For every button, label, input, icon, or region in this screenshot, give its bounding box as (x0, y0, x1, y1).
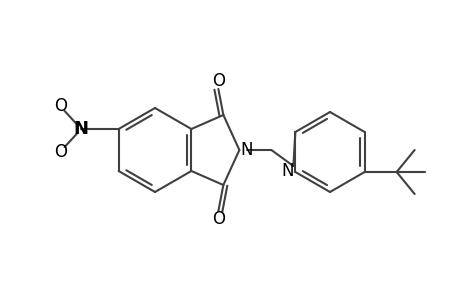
Text: N: N (240, 141, 252, 159)
Text: O: O (54, 143, 67, 161)
Text: O: O (54, 97, 67, 115)
Text: O: O (212, 210, 224, 228)
Text: N: N (73, 120, 88, 138)
Text: N: N (280, 162, 293, 180)
Text: O: O (212, 72, 224, 90)
